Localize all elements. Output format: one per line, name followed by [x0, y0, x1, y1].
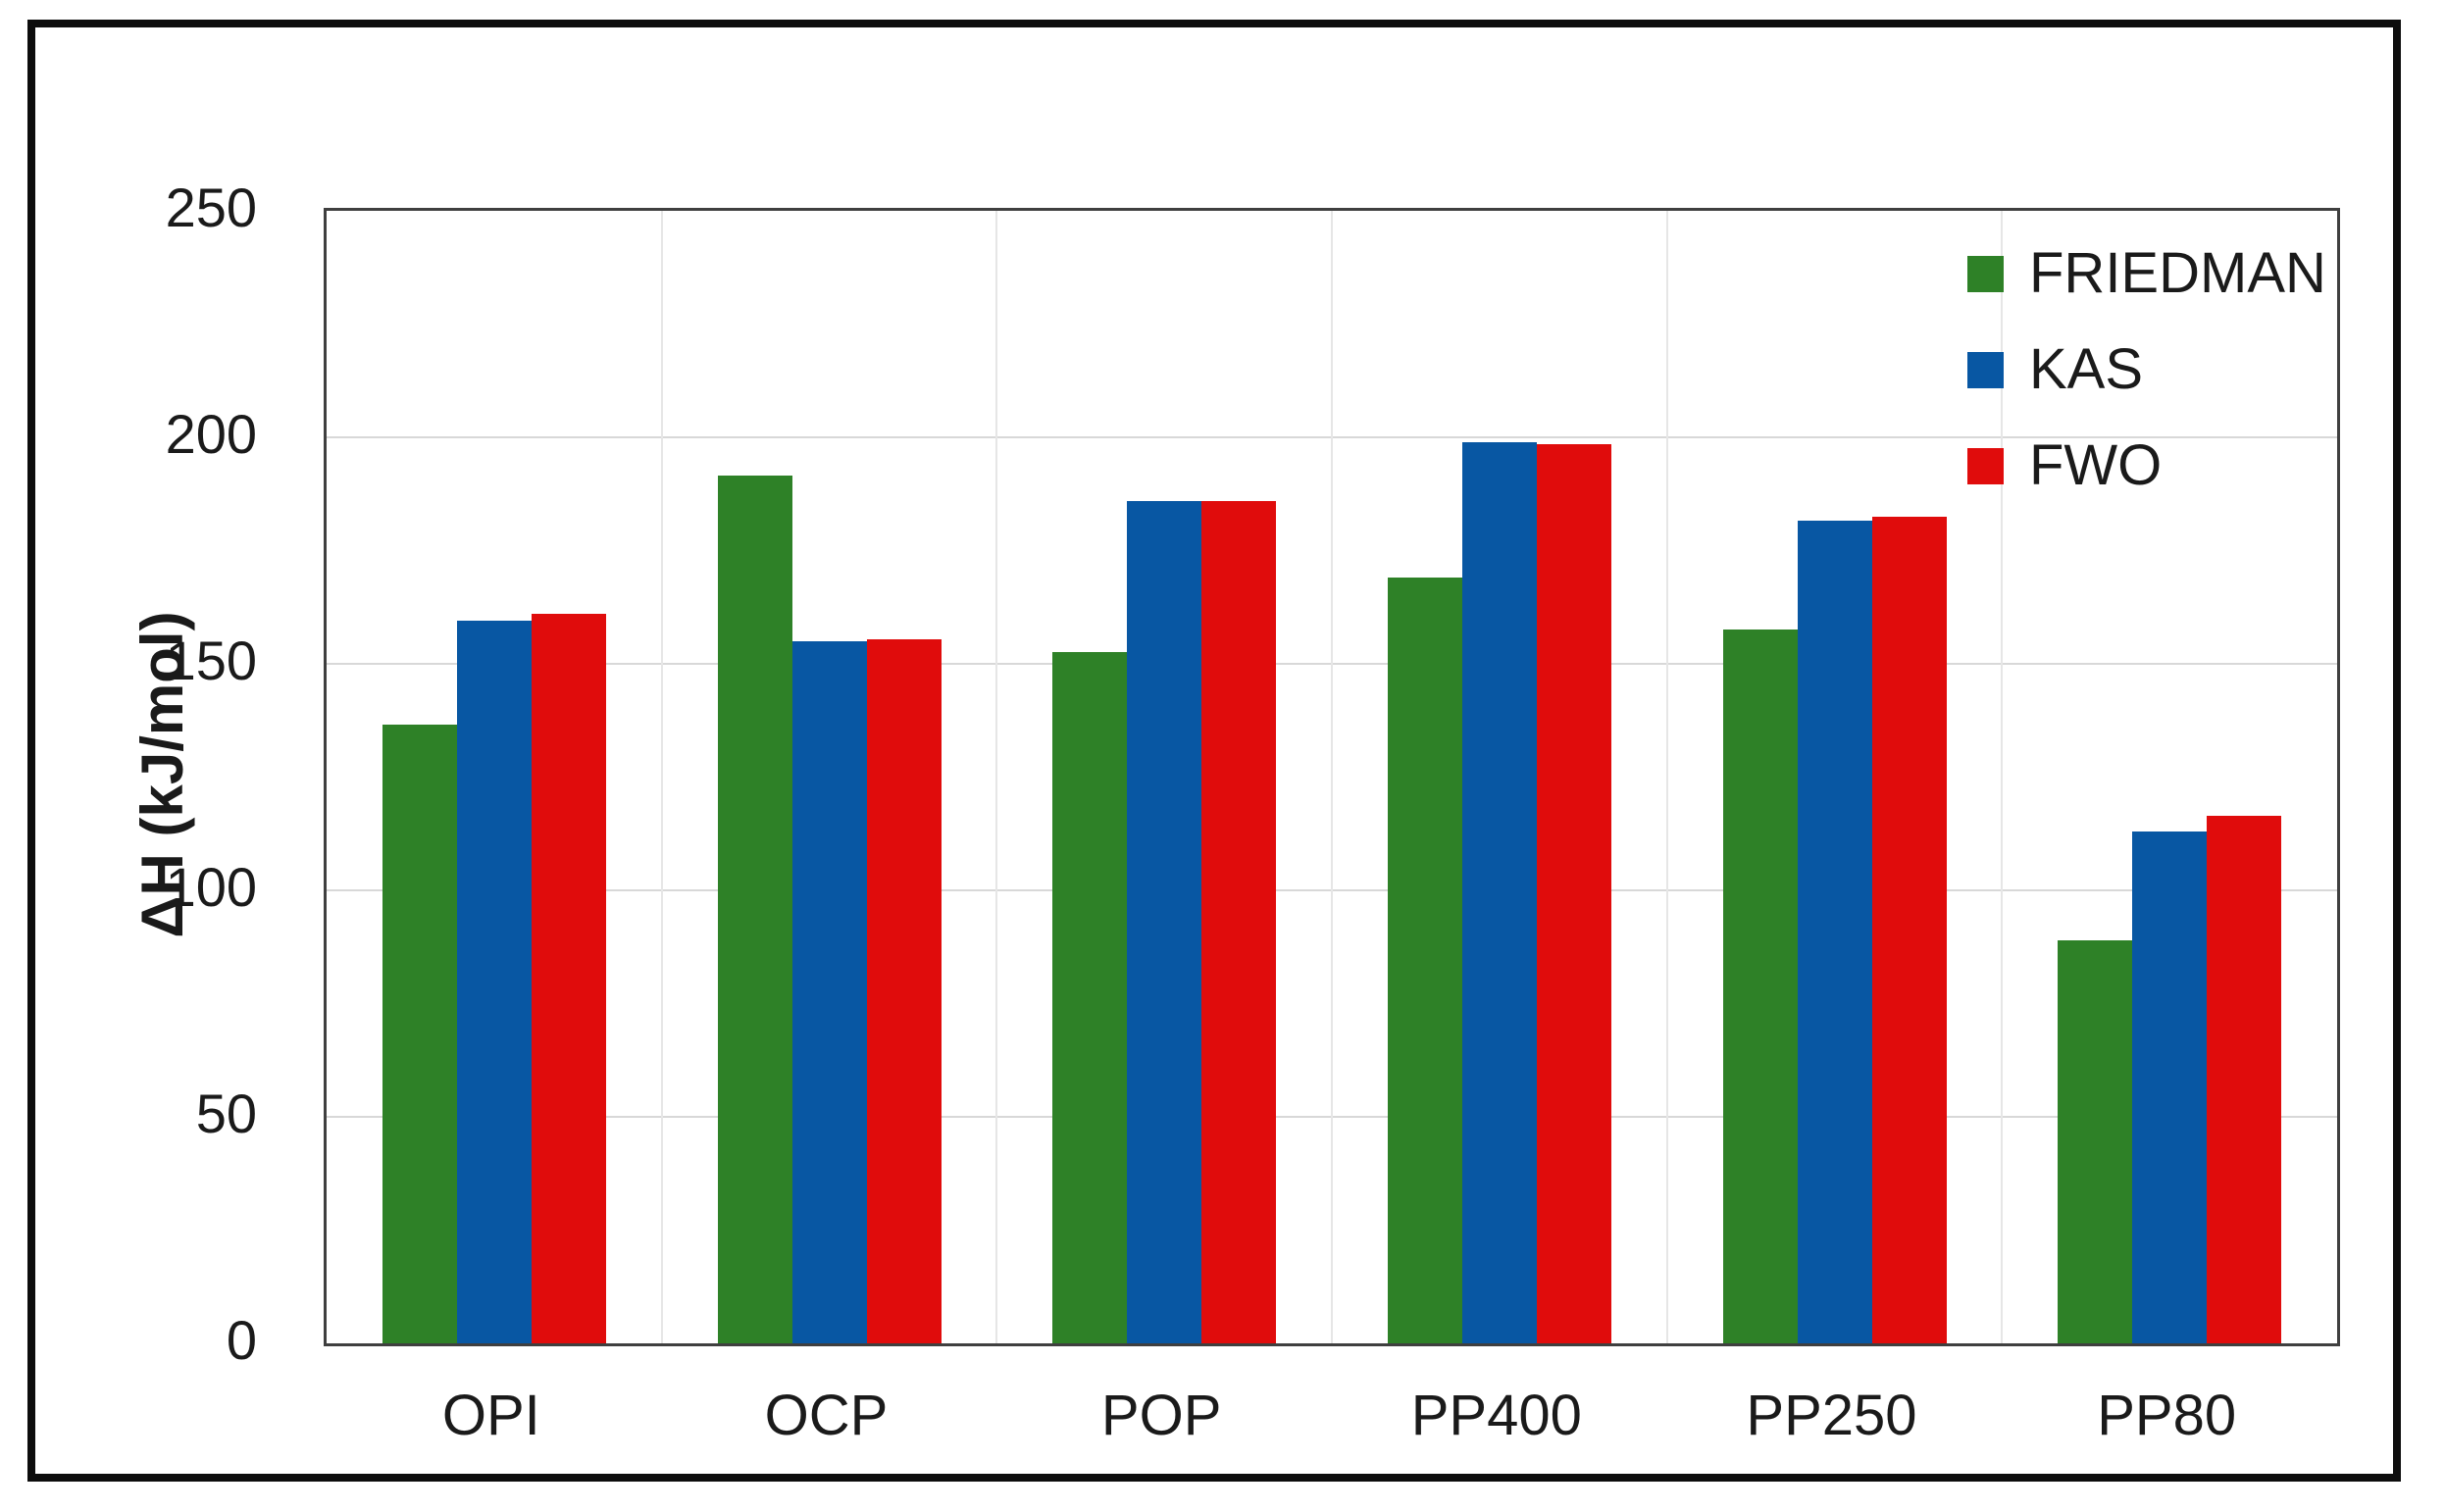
bar-OPI-FWO: [531, 614, 606, 1343]
x-category-label-PP400: PP400: [1410, 1384, 1582, 1447]
bar-PP400-FWO: [1536, 443, 1611, 1343]
bar-PP80-FWO: [2207, 815, 2282, 1343]
y-tick-label-100: 100: [165, 856, 257, 918]
bar-OCP-KAS: [791, 640, 867, 1343]
x-category-label-OCP: OCP: [764, 1384, 889, 1447]
gridline-x-4: [1665, 211, 1668, 1343]
legend-label-KAS: KAS: [2029, 337, 2144, 401]
legend-swatch-KAS: [1967, 351, 2004, 388]
legend-item-FRIEDMAN: FRIEDMAN: [1967, 243, 2326, 304]
bar-POP-KAS: [1127, 500, 1202, 1343]
y-tick-label-150: 150: [165, 630, 257, 691]
gridline-x-2: [995, 211, 998, 1343]
plot-area: [324, 208, 2340, 1346]
x-category-label-PP250: PP250: [1746, 1384, 1917, 1447]
bar-PP400-FRIEDMAN: [1387, 578, 1462, 1343]
legend-label-FRIEDMAN: FRIEDMAN: [2029, 241, 2326, 305]
y-tick-label-200: 200: [165, 403, 257, 465]
y-tick-label-50: 50: [195, 1083, 257, 1144]
gridline-x-1: [660, 211, 663, 1343]
bar-PP80-KAS: [2132, 831, 2208, 1343]
gridline-x-5: [2001, 211, 2004, 1343]
bar-POP-FWO: [1201, 500, 1277, 1343]
bar-OPI-KAS: [456, 621, 532, 1343]
bar-PP250-FWO: [1871, 516, 1947, 1343]
legend: FRIEDMAN KAS FWO: [1967, 243, 2326, 531]
bar-OCP-FRIEDMAN: [717, 476, 792, 1343]
y-tick-label-250: 250: [165, 176, 257, 238]
y-tick-label-0: 0: [226, 1309, 257, 1371]
bar-OCP-FWO: [866, 638, 942, 1343]
x-category-label-PP80: PP80: [2097, 1384, 2237, 1447]
x-category-label-OPI: OPI: [441, 1384, 540, 1447]
legend-item-FWO: FWO: [1967, 435, 2326, 496]
y-axis-title: ΔH (kJ/mol): [129, 611, 195, 938]
bar-POP-FRIEDMAN: [1052, 652, 1128, 1343]
bar-PP250-FRIEDMAN: [1722, 630, 1798, 1343]
legend-label-FWO: FWO: [2029, 433, 2163, 497]
bar-OPI-FRIEDMAN: [382, 725, 457, 1343]
bar-PP250-KAS: [1797, 521, 1872, 1343]
bar-PP400-KAS: [1461, 441, 1537, 1343]
x-category-label-POP: POP: [1100, 1384, 1222, 1447]
bar-PP80-FRIEDMAN: [2058, 939, 2133, 1343]
gridline-x-3: [1331, 211, 1333, 1343]
legend-item-KAS: KAS: [1967, 339, 2326, 400]
legend-swatch-FWO: [1967, 447, 2004, 484]
legend-swatch-FRIEDMAN: [1967, 255, 2004, 292]
